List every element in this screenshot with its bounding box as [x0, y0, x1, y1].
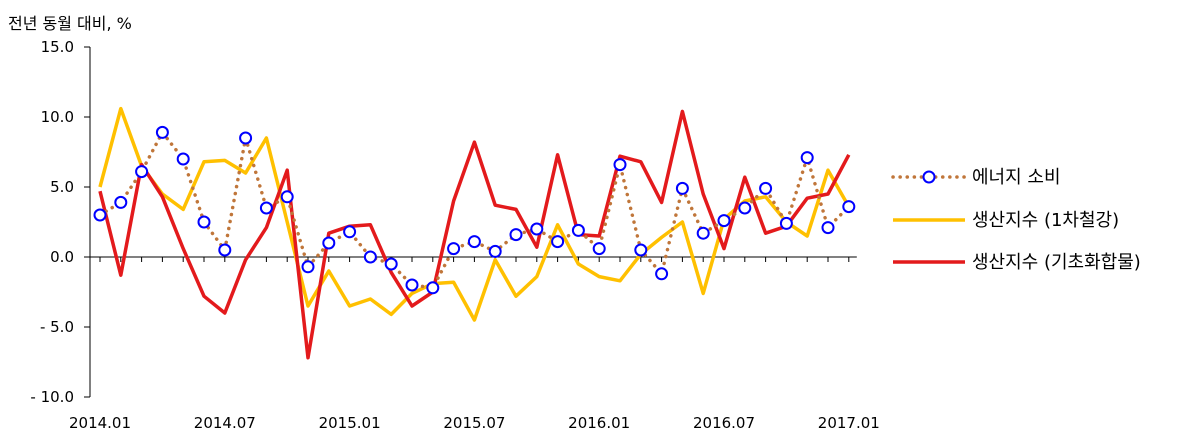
x-tick-label: 2014.01 — [69, 414, 131, 432]
data-point — [675, 181, 689, 195]
legend-marker — [922, 170, 936, 184]
data-point — [447, 242, 461, 256]
series-2 — [98, 106, 851, 322]
series-3 — [98, 109, 851, 360]
x-tick-label: 2017.01 — [818, 414, 880, 432]
y-tick-label: 5.0 — [50, 178, 74, 196]
data-point — [239, 131, 253, 145]
data-point — [176, 152, 190, 166]
data-point — [363, 250, 377, 264]
data-point — [759, 181, 773, 195]
x-tick-label: 2016.07 — [693, 414, 755, 432]
data-point — [696, 226, 710, 240]
legend-label: 에너지 소비 — [972, 167, 1061, 188]
legend-item-2: 생산지수 (1차철강) — [893, 210, 1119, 231]
data-point — [93, 208, 107, 222]
axes: - 10.0 - 5.0 0.0 5.0 10.0 15.0 2014.01 2014.07 2… — [30, 38, 879, 432]
data-point — [800, 151, 814, 165]
data-point — [259, 201, 273, 215]
data-point — [322, 236, 336, 250]
series-line — [98, 109, 851, 360]
series-line — [98, 106, 851, 322]
legend-label: 생산지수 (기초화합물) — [972, 252, 1141, 273]
data-point — [384, 257, 398, 271]
y-tick-label: 10.0 — [41, 108, 74, 126]
data-point — [738, 201, 752, 215]
data-point — [509, 228, 523, 242]
data-point — [634, 243, 648, 257]
legend-item-3: 생산지수 (기초화합물) — [893, 252, 1141, 273]
data-point — [426, 281, 440, 295]
data-point — [405, 278, 419, 292]
y-tick-label: - 5.0 — [40, 318, 74, 336]
data-point — [218, 243, 232, 257]
data-point — [280, 190, 294, 204]
data-point — [655, 267, 669, 281]
data-point — [592, 242, 606, 256]
data-point — [135, 165, 149, 179]
series-1 — [93, 125, 856, 295]
data-point — [842, 200, 856, 214]
x-tick-label: 2015.01 — [319, 414, 381, 432]
data-point — [467, 235, 481, 249]
data-point — [613, 158, 627, 172]
x-tick-label: 2014.07 — [194, 414, 256, 432]
data-point — [779, 216, 793, 230]
data-point — [197, 215, 211, 229]
legend-label: 생산지수 (1차철강) — [972, 210, 1119, 231]
y-tick-label: 15.0 — [41, 38, 74, 56]
data-point — [821, 221, 835, 235]
data-point — [530, 222, 544, 236]
legend-item-1: 에너지 소비 — [891, 167, 1061, 188]
data-point — [155, 125, 169, 139]
data-point — [301, 260, 315, 274]
series-layer — [93, 106, 856, 360]
data-point — [488, 244, 502, 258]
unit-label: 전년 동월 대비, % — [8, 14, 132, 33]
data-point — [114, 195, 128, 209]
y-tick-label: - 10.0 — [30, 388, 74, 406]
data-point — [343, 225, 357, 239]
data-point — [571, 223, 585, 237]
y-tick-label: 0.0 — [50, 248, 74, 266]
data-point — [717, 214, 731, 228]
x-tick-label: 2015.07 — [443, 414, 505, 432]
x-tick-label: 2016.01 — [568, 414, 630, 432]
data-point — [551, 235, 565, 249]
